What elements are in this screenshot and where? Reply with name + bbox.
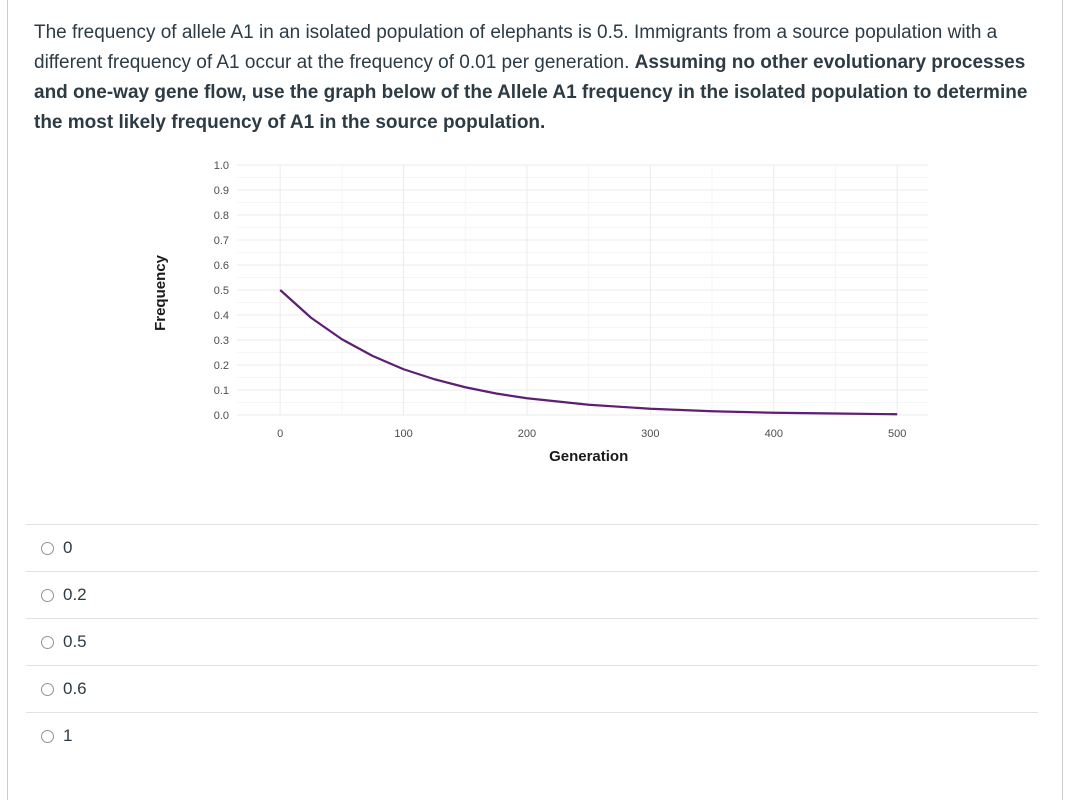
x-tick-label: 100 — [394, 428, 412, 440]
x-tick-label: 200 — [518, 428, 536, 440]
question-bold-text: Assuming no other evolutionary processes… — [34, 52, 1028, 133]
answer-label: 0 — [63, 538, 73, 557]
y-axis-title: Frequency — [152, 254, 169, 331]
y-tick-label: 1.0 — [214, 160, 229, 172]
answer-option[interactable]: 0 — [26, 524, 1038, 571]
answer-label: 1 — [63, 726, 73, 745]
radio-button[interactable] — [41, 635, 54, 649]
answer-label: 0.2 — [63, 585, 87, 604]
answer-option[interactable]: 0.5 — [26, 618, 1038, 665]
y-tick-label: 0.9 — [214, 185, 229, 197]
series-line — [279, 289, 898, 416]
question-text: The frequency of allele A1 in an isolate… — [34, 18, 1034, 138]
x-tick-label: 500 — [888, 428, 906, 440]
answer-label: 0.6 — [63, 679, 87, 698]
question-card — [7, 0, 1063, 800]
radio-button[interactable] — [41, 729, 54, 743]
x-tick-label: 300 — [641, 428, 659, 440]
y-tick-label: 0.5 — [214, 285, 229, 297]
answer-option[interactable]: 0.6 — [26, 665, 1038, 712]
allele-frequency-chart: 0.0 0.1 0.2 0.3 0.4 0.5 0.6 0.7 0.8 0.9 1.0 0 100 200… — [152, 160, 928, 465]
radio-button[interactable] — [41, 541, 54, 555]
y-tick-label: 0.2 — [214, 360, 229, 372]
x-tick-label: 400 — [765, 428, 783, 440]
answer-option[interactable]: 0.2 — [26, 571, 1038, 618]
radio-button[interactable] — [41, 588, 54, 602]
radio-button[interactable] — [41, 682, 54, 696]
y-tick-label: 0.1 — [214, 385, 229, 397]
question-plain-text: The frequency of allele A1 in an isolate… — [34, 22, 998, 73]
answer-label: 0.5 — [63, 632, 87, 651]
y-tick-label: 0.8 — [214, 210, 229, 222]
x-axis-title: Generation — [549, 448, 628, 465]
y-tick-label: 0.4 — [214, 310, 229, 322]
x-tick-label: 0 — [277, 428, 283, 440]
y-tick-label: 0.7 — [214, 235, 229, 247]
y-tick-label: 0.6 — [214, 260, 229, 272]
answer-option[interactable]: 1 — [26, 712, 1038, 759]
answer-list: 0 0.2 0.5 0.6 1 — [26, 524, 1038, 759]
y-tick-label: 0.0 — [214, 410, 229, 422]
y-tick-label: 0.3 — [214, 335, 229, 347]
